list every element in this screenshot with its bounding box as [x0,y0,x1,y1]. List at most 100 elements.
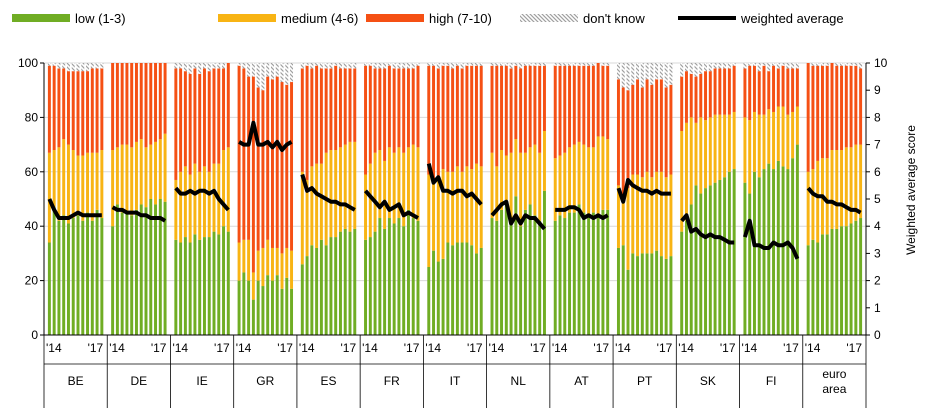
bar-medium [553,158,557,221]
bar-low [198,239,202,335]
bar-high [655,79,659,172]
bar-medium [500,150,504,210]
bar-dontknow [261,63,265,91]
bar-dontknow [479,63,483,66]
year-label-start: '14 [299,341,315,355]
bar-low [859,218,863,335]
bar-medium [411,144,415,219]
bar-low [406,209,410,335]
bar-medium [57,147,61,221]
weighted-average-line [806,186,862,215]
left-tick-label: 80 [25,110,39,124]
bar-low [500,209,504,335]
bar-low [285,277,289,335]
bar-dontknow [95,63,99,69]
bar-low [222,226,226,335]
bar-dontknow [315,63,319,66]
bar-high [95,68,99,153]
bar-medium [748,120,752,194]
group-label: BE [68,374,84,388]
bar-high [217,68,221,164]
bar-high [528,65,532,148]
bar-dontknow [207,63,211,72]
bar-medium [247,239,251,281]
bar-dontknow [266,63,270,77]
bar-low [542,190,546,335]
bar-low [383,228,387,335]
bar-medium [621,196,625,246]
bar-high [154,63,158,142]
bar-dontknow [364,63,368,66]
bar-high [553,65,557,159]
right-tick-label: 10 [874,56,888,70]
bar-high [820,65,824,159]
bar-high [76,71,80,156]
weighted-average-line [300,173,356,212]
left-tick-label: 0 [31,328,38,342]
bar-low [392,223,396,335]
bar-low [237,280,241,335]
bar-low [57,220,61,335]
legend-swatch-low [12,14,70,22]
group-label: IT [450,374,461,388]
bar-low [300,264,304,335]
bar-medium [825,158,829,235]
bar-high [115,63,119,148]
bar-low [631,253,635,335]
bar-low [772,169,776,335]
bar-medium [577,141,581,205]
group-label: DE [131,374,148,388]
bar-high [631,84,635,175]
bar-medium [568,147,572,213]
year-label-start: '14 [236,341,252,355]
bar-low [655,250,659,335]
bar-dontknow [825,63,829,66]
group-it [426,63,483,335]
year-label-end: '17 [277,341,293,355]
bar-dontknow [270,63,274,80]
group-label: SK [700,374,716,388]
bar-medium [533,144,537,216]
bar-high [640,87,644,178]
bar-dontknow [572,63,576,66]
bar-high [270,79,274,248]
bar-dontknow [416,63,420,66]
bar-dontknow [319,63,323,69]
year-label-end: '17 [846,341,862,355]
legend-label-medium: medium (4-6) [281,11,358,26]
bar-dontknow [816,63,820,66]
bar-low [334,237,338,335]
bar-dontknow [727,63,731,69]
bar-low [290,288,294,335]
bar-low [247,280,251,335]
bar-medium [270,247,274,281]
year-label-end: '17 [720,341,736,355]
right-tick-label: 7 [874,138,881,152]
legend: low (1-3) medium (4-6) high (7-10) don't kn… [12,11,844,26]
bar-dontknow [664,63,668,88]
bar-medium [538,152,542,221]
bar-medium [226,147,230,232]
bar-low [95,209,99,335]
year-label-end: '17 [467,341,483,355]
bar-high [825,65,829,159]
bar-medium [786,114,790,170]
bar-medium [582,144,586,213]
left-axis: 0 20 40 60 80 100 [18,56,45,342]
bar-medium [708,117,712,186]
year-label-start: '14 [489,341,505,355]
bar-high [460,68,464,172]
bar-medium [397,147,401,219]
bar-medium [514,139,518,197]
bar-high [859,68,863,145]
bar-high [727,68,731,115]
bar-medium [743,117,747,183]
bar-medium [406,147,410,210]
bar-medium [111,150,115,227]
bar-low [669,256,673,335]
bar-medium [723,114,727,178]
bar-high [441,65,445,170]
bar-low [149,199,153,335]
year-label-start: '14 [109,341,125,355]
bar-high [275,76,279,248]
